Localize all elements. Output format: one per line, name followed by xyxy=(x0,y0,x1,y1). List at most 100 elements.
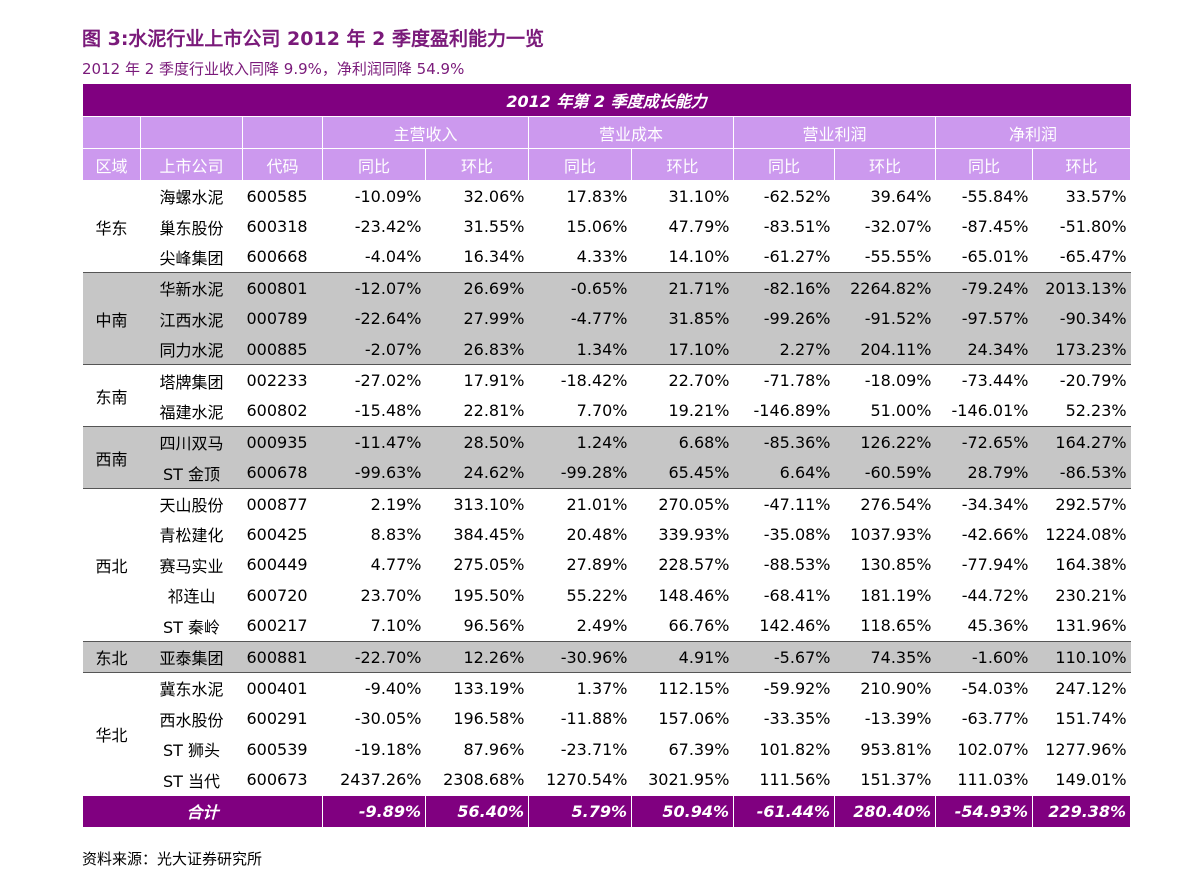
code: 600673 xyxy=(246,770,308,790)
company: ST 当代 xyxy=(162,771,221,791)
value: 27.89% xyxy=(566,555,628,575)
code: 600881 xyxy=(242,640,323,673)
value: -91.52% xyxy=(834,303,936,334)
value: -54.03% xyxy=(935,672,1033,704)
value: 27.99% xyxy=(425,303,529,334)
data-row: 青松建化 600425 8.83% 384.45% 20.48% 339.93% -35.0… xyxy=(83,519,1131,549)
value: 4.33% xyxy=(576,247,628,267)
company: 天山股份 xyxy=(140,487,243,520)
value: -83.51% xyxy=(763,217,831,237)
data-row: ST 狮头 600539 -19.18% 87.96% -23.71% 67.39% 101… xyxy=(83,734,1131,764)
value: 26.83% xyxy=(425,333,529,365)
column-header: 上市公司 xyxy=(140,148,243,181)
value: 14.10% xyxy=(668,247,730,267)
value: -88.53% xyxy=(763,555,831,575)
value: 12.26% xyxy=(425,640,529,673)
value: -5.67% xyxy=(733,640,835,673)
value: 2013.13% xyxy=(1032,272,1131,304)
value: 1.37% xyxy=(528,672,632,704)
value: -20.79% xyxy=(1032,364,1131,396)
total-value: -54.93% xyxy=(935,794,1033,828)
group-header: 净利润 xyxy=(934,116,1132,149)
region: 西北 xyxy=(82,487,141,642)
value: 339.93% xyxy=(658,524,730,544)
value: 45.36% xyxy=(967,616,1029,636)
value: 2437.26% xyxy=(340,770,422,790)
value: 142.46% xyxy=(759,616,831,636)
value: -65.01% xyxy=(961,247,1029,267)
value: 164.38% xyxy=(1055,555,1127,575)
data-row: 福建水泥 600802 -15.48% 22.81% 7.70% 19.21% -146.8… xyxy=(83,396,1131,427)
value: -27.02% xyxy=(322,364,426,396)
value: 6.64% xyxy=(733,457,835,489)
value: 1270.54% xyxy=(546,770,628,790)
value: -30.96% xyxy=(528,640,632,673)
total-value: 5.79% xyxy=(528,794,632,828)
value: 16.34% xyxy=(463,247,525,267)
company: 西水股份 xyxy=(159,710,224,730)
value: 133.19% xyxy=(425,672,529,704)
value: -68.41% xyxy=(763,585,831,605)
code: 600539 xyxy=(246,739,308,759)
value: -33.35% xyxy=(763,709,831,729)
value: 17.83% xyxy=(528,180,632,212)
value: -72.65% xyxy=(935,426,1033,458)
value: 953.81% xyxy=(860,739,932,759)
value: 1.34% xyxy=(528,333,632,365)
value: 4.77% xyxy=(370,555,422,575)
column-row: 区域 上市公司 代码 同比 环比 同比 环比 同比 环比 同比 环比 xyxy=(82,148,1132,181)
blank-header xyxy=(82,116,141,149)
region: 东南 xyxy=(82,364,141,427)
value: -35.08% xyxy=(763,524,831,544)
company: 赛马实业 xyxy=(159,556,224,576)
value: 118.65% xyxy=(860,616,932,636)
value: -90.34% xyxy=(1032,303,1131,334)
value: 87.96% xyxy=(463,739,525,759)
value: 130.85% xyxy=(860,555,932,575)
data-row: 西北 天山股份 000877 2.19% 313.10% 21.01% 270.05% -47… xyxy=(82,487,1131,642)
value: 26.69% xyxy=(425,272,529,304)
value: 247.12% xyxy=(1032,672,1131,704)
value: -15.48% xyxy=(354,401,422,421)
data-row: 华北 冀东水泥 000401 -9.40% 133.19% 1.37% 112.15% -59… xyxy=(82,672,1131,796)
value: 196.58% xyxy=(453,709,525,729)
value: 28.50% xyxy=(425,426,529,458)
value: 230.21% xyxy=(1055,585,1127,605)
company: 巢东股份 xyxy=(159,218,224,238)
value: -32.07% xyxy=(864,217,932,237)
value: 39.64% xyxy=(834,180,936,212)
value: -99.26% xyxy=(733,303,835,334)
value: 2.27% xyxy=(733,333,835,365)
value: 55.22% xyxy=(566,585,628,605)
value: 4.91% xyxy=(631,640,734,673)
value: -18.09% xyxy=(834,364,936,396)
value: 6.68% xyxy=(631,426,734,458)
value: 21.71% xyxy=(631,272,734,304)
column-header: 环比 xyxy=(834,148,936,181)
value: -19.18% xyxy=(354,739,422,759)
company: 江西水泥 xyxy=(140,303,243,334)
column-header: 同比 xyxy=(733,148,835,181)
total-value: -61.44% xyxy=(733,794,835,828)
company: 亚泰集团 xyxy=(140,640,243,673)
value: 96.56% xyxy=(463,616,525,636)
value: 1277.96% xyxy=(1045,739,1127,759)
company: 祁连山 xyxy=(167,587,216,607)
value: -65.47% xyxy=(1059,247,1127,267)
subtitle: 2012 年 2 季度行业收入同降 9.9%，净利润同降 54.9% xyxy=(82,60,465,78)
blank-header xyxy=(140,116,243,149)
company: 冀东水泥 xyxy=(140,672,243,704)
region: 华北 xyxy=(82,672,141,796)
data-row: 东南 塔牌集团 002233 -27.02% 17.91% -18.42% 22.70% -7… xyxy=(82,364,1131,427)
data-row: 巢东股份 600318 -23.42% 31.55% 15.06% 47.79% -83.5… xyxy=(83,211,1131,241)
value: -44.72% xyxy=(961,585,1029,605)
value: -18.42% xyxy=(528,364,632,396)
value: 111.56% xyxy=(759,770,831,790)
value: 22.81% xyxy=(463,401,525,421)
value: -2.07% xyxy=(322,333,426,365)
value: -11.88% xyxy=(560,709,628,729)
code: 600668 xyxy=(246,247,308,267)
value: -47.11% xyxy=(733,487,835,520)
column-header: 代码 xyxy=(242,148,323,181)
value: -63.77% xyxy=(961,709,1029,729)
